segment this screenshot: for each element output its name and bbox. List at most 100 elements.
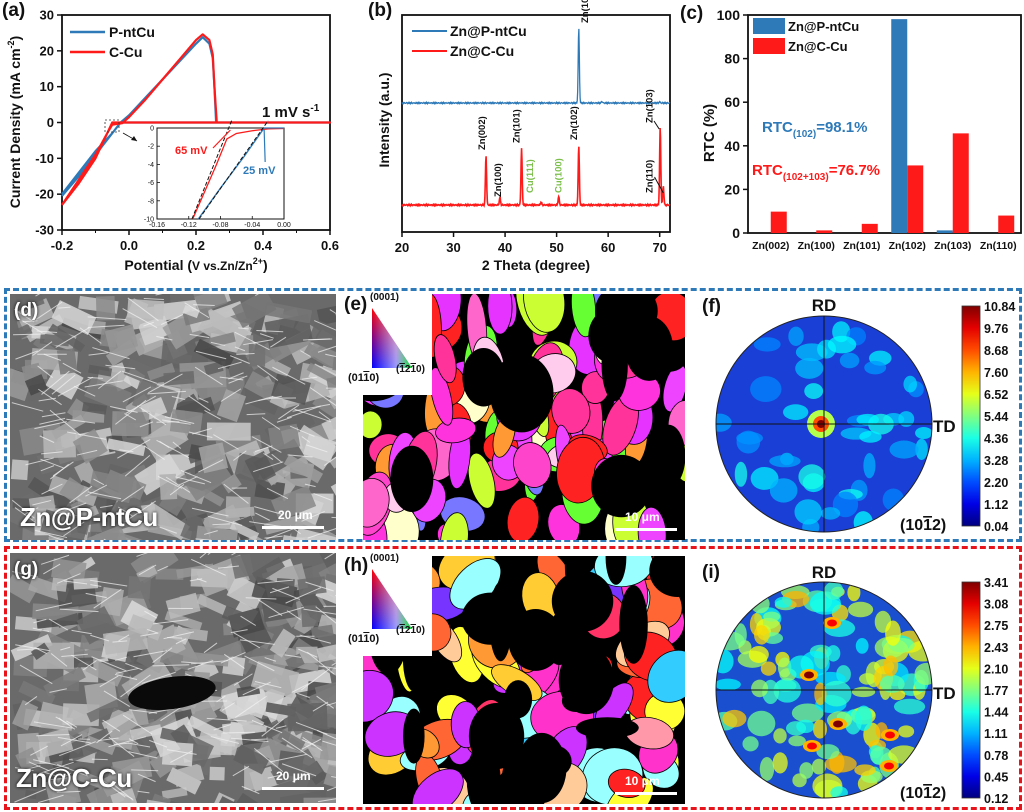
sem-step-edge — [50, 653, 68, 667]
sem-step-edge — [235, 695, 267, 719]
sem-platelet — [321, 407, 336, 442]
scale-bar-h — [615, 792, 677, 795]
chart-c-xtick-label: Zn(002) — [752, 240, 789, 252]
sem-platelet — [233, 744, 270, 775]
colorbar-tick-label: 0.04 — [984, 520, 1008, 534]
sem-step-edge — [32, 499, 52, 506]
sem-step-edge — [136, 553, 158, 557]
sem-step-edge — [199, 553, 215, 559]
sem-step-edge — [57, 736, 91, 744]
sem-step-edge — [59, 608, 99, 613]
sem-step-edge — [143, 321, 154, 327]
pole-figure-blob — [816, 744, 840, 760]
pole-figure-blob — [799, 762, 814, 779]
legend-c-swatch-p-ntcu — [753, 18, 785, 34]
pole-figure-blob — [826, 645, 841, 662]
sem-step-edge — [156, 335, 173, 341]
sem-step-edge — [254, 681, 282, 689]
pole-figure-blob — [855, 638, 869, 654]
sem-step-edge — [143, 445, 165, 460]
sem-step-edge — [254, 506, 284, 516]
sem-step-edge — [57, 376, 93, 397]
chart-b-peak-label: Zn(102) — [580, 0, 591, 23]
sem-step-edge — [243, 339, 273, 346]
legend-c-label-p-ntcu: Zn@P-ntCu — [788, 19, 859, 34]
sem-step-edge — [156, 439, 190, 459]
sem-platelet — [106, 438, 146, 457]
sem-platelet — [316, 642, 336, 663]
ebsd-unindexed-region — [647, 349, 685, 373]
ebsd-unindexed-region — [601, 327, 628, 402]
sem-step-edge — [152, 664, 190, 667]
chart-b-series-p-ntcu — [401, 28, 671, 106]
sem-step-edge — [13, 308, 35, 323]
sem-platelet — [172, 763, 205, 788]
sem-step-edge — [212, 523, 230, 526]
sem-platelet — [88, 364, 113, 377]
colorbar-tick-label: 1.12 — [984, 498, 1008, 512]
pole-figure-blob — [813, 719, 828, 739]
inset-xtick-label: -0.16 — [149, 222, 165, 229]
pole-figure-blob — [747, 710, 776, 737]
sem-step-edge — [223, 483, 249, 504]
chart-b-peak-label: Zn(100) — [493, 163, 504, 197]
sem-step-edge — [14, 788, 47, 803]
sem-platelet — [241, 731, 268, 746]
pole-figure-blob — [750, 466, 779, 490]
sem-step-edge — [312, 701, 329, 712]
sem-platelet — [216, 389, 247, 423]
sem-step-edge — [213, 434, 239, 450]
inset-frame — [156, 127, 285, 220]
sem-step-edge — [206, 717, 247, 722]
sem-step-edge — [121, 486, 145, 503]
sem-step-edge — [306, 651, 335, 675]
sem-step-edge — [272, 587, 301, 600]
sem-step-edge — [306, 444, 328, 453]
sem-platelet — [111, 411, 150, 437]
pole-figure-blob — [879, 674, 905, 693]
colorbar-rd-pf-f — [961, 305, 981, 527]
sem-step-edge — [266, 487, 289, 500]
sem-platelet — [10, 574, 38, 604]
sem-step-edge — [93, 588, 122, 609]
sem-platelet — [287, 702, 328, 732]
sem-step-edge — [121, 370, 158, 384]
pole-f-plane-label: (1012) — [900, 517, 946, 534]
sem-step-edge — [253, 461, 284, 473]
ebsd-unindexed-region — [508, 608, 564, 671]
sem-platelet — [198, 442, 229, 474]
chart-b-xtick-label: 30 — [446, 240, 460, 255]
pole-figure-blob — [777, 657, 792, 678]
sem-platelet — [85, 735, 116, 756]
scale-label-g: 20 μm — [276, 769, 311, 783]
chart-a-xtick-label: 0.0 — [120, 238, 138, 253]
sem-step-edge — [39, 761, 74, 774]
panel-label-a: (a) — [2, 0, 26, 21]
panel-label-f: (f) — [702, 296, 721, 317]
sem-step-edge — [144, 610, 158, 619]
sem-step-edge — [66, 418, 96, 424]
sem-step-edge — [331, 516, 336, 520]
sem-step-edge — [162, 419, 191, 425]
ipf-key-e: (e) (0001) (0110) (1210) — [342, 292, 432, 395]
sem-platelet — [307, 319, 336, 355]
pole-figure-blob — [827, 335, 857, 354]
pole-figure-blob — [824, 582, 844, 600]
sem-step-edge — [56, 790, 81, 793]
sem-platelet — [316, 304, 336, 326]
chart-a-xtick-label: 0.4 — [254, 238, 273, 253]
sem-image-g: (g) Zn@C-Cu 20 μm — [10, 553, 336, 803]
sem-step-edge — [220, 651, 246, 664]
sem-step-edge — [12, 571, 38, 578]
sem-step-edge — [33, 618, 47, 624]
chart-b-xtick-label: 60 — [601, 240, 615, 255]
sem-step-edge — [127, 742, 151, 748]
ebsd-grain — [467, 452, 496, 509]
sem-step-edge — [198, 459, 224, 473]
chart-b-ylabel: Intensity (a.u.) — [376, 73, 392, 168]
chart-a-ytick-label: 10 — [40, 79, 54, 94]
pole-i-td-label: TD — [933, 684, 956, 703]
sem-step-edge — [187, 660, 214, 670]
panel-label-b: (b) — [368, 0, 393, 21]
